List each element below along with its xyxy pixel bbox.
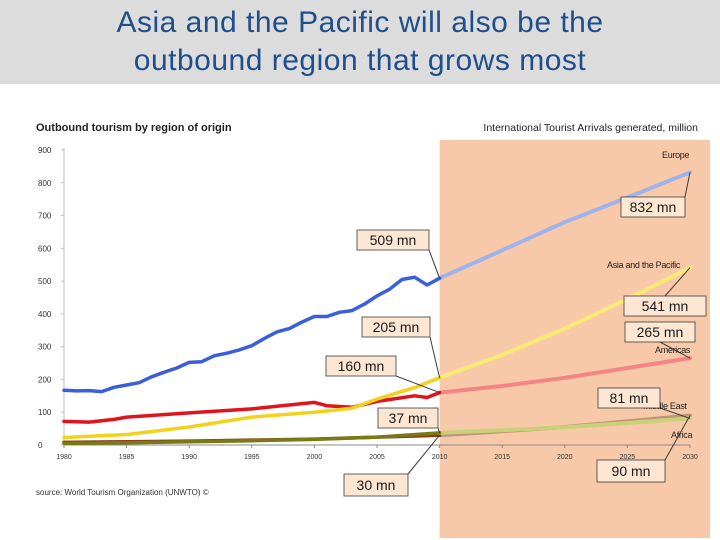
x-tick-label: 1985 xyxy=(119,454,135,461)
chart-title: Outbound tourism by region of origin xyxy=(36,122,232,134)
y-tick-label: 500 xyxy=(38,277,52,286)
y-tick-label: 300 xyxy=(38,343,52,352)
callout-leader xyxy=(684,172,691,198)
callout-leader xyxy=(428,249,441,279)
x-tick-label: 2025 xyxy=(620,454,636,461)
callout-label: 81 mn xyxy=(610,390,649,406)
x-tick-label: 1995 xyxy=(244,454,260,461)
y-tick-label: 600 xyxy=(38,244,52,253)
callout-label: 30 mn xyxy=(357,477,396,493)
series-middle-east-forecast-line xyxy=(437,416,692,435)
callout-label: 832 mn xyxy=(630,199,677,215)
callout-label: 205 mn xyxy=(373,319,420,335)
series-americas-line xyxy=(62,390,442,424)
title-band xyxy=(0,0,720,84)
series-europe-line xyxy=(62,275,442,394)
x-tick-label: 1990 xyxy=(181,454,197,461)
x-tick-label: 2010 xyxy=(432,454,448,461)
callout-box xyxy=(361,316,431,338)
callout-box xyxy=(597,387,661,409)
y-tick-label: 400 xyxy=(38,310,52,319)
callout-label: 509 mn xyxy=(370,232,417,248)
series-label-americas: Americas xyxy=(655,345,691,355)
callout-leader xyxy=(395,375,440,394)
outbound-tourism-chart: 0 100 200 300 400 500 600 700 800 900 1980 1985 1990… xyxy=(36,122,710,538)
callout-leader xyxy=(664,415,691,461)
callout-label: 265 mn xyxy=(637,324,684,340)
series-asia-and-the-pacific-forecast-line xyxy=(437,265,692,380)
callout-leader xyxy=(659,341,691,359)
x-tick-label: 1980 xyxy=(56,454,72,461)
y-tick-label: 200 xyxy=(38,375,52,384)
y-tick-label: 900 xyxy=(38,146,52,155)
series-asia-and-the-pacific-line xyxy=(62,376,442,440)
callout-box xyxy=(624,321,696,343)
callout-leader xyxy=(407,434,440,475)
series-americas-forecast-line xyxy=(437,356,692,395)
y-tick-label: 100 xyxy=(38,408,52,417)
y-tick-label: 700 xyxy=(38,212,52,221)
y-tick-label: 800 xyxy=(38,179,52,188)
callout-label: 37 mn xyxy=(389,410,428,426)
series-label-europe: Europe xyxy=(662,150,690,160)
callout-box xyxy=(377,407,439,429)
callout-box xyxy=(356,229,430,251)
callout-label: 90 mn xyxy=(612,463,651,479)
series-europe-forecast-line xyxy=(437,170,692,281)
series-label-middle-east: Middle East xyxy=(643,401,688,411)
callout-box xyxy=(620,196,686,218)
slide-title-line-1: Asia and the Pacific will also be the xyxy=(116,6,604,39)
x-tick-label: 2030 xyxy=(682,454,698,461)
series-label-asia-and-the-pacific: Asia and the Pacific xyxy=(607,260,681,270)
callout-box xyxy=(343,473,409,497)
y-tick-label: 0 xyxy=(38,441,43,450)
callout-label: 160 mn xyxy=(338,358,385,374)
callout-label: 541 mn xyxy=(642,298,689,314)
chart-source: source: World Tourism Organization (UNWT… xyxy=(36,488,209,497)
callout-leader xyxy=(437,427,441,434)
callout-box xyxy=(623,295,707,317)
series-middle-east-line xyxy=(62,431,442,446)
x-tick-label: 2020 xyxy=(557,454,573,461)
chart-subtitle: International Tourist Arrivals generated… xyxy=(483,122,698,134)
x-tick-label: 2005 xyxy=(369,454,385,461)
series-label-africa: Africa xyxy=(671,430,693,440)
slide-title-line-2: outbound region that grows most xyxy=(133,44,587,77)
callout-box xyxy=(596,459,666,483)
x-tick-label: 2000 xyxy=(307,454,323,461)
callout-leader xyxy=(664,267,691,297)
callout-box xyxy=(325,355,397,377)
callout-leader xyxy=(429,336,441,378)
callout-leader xyxy=(659,407,691,419)
x-tick-label: 2015 xyxy=(494,454,510,461)
